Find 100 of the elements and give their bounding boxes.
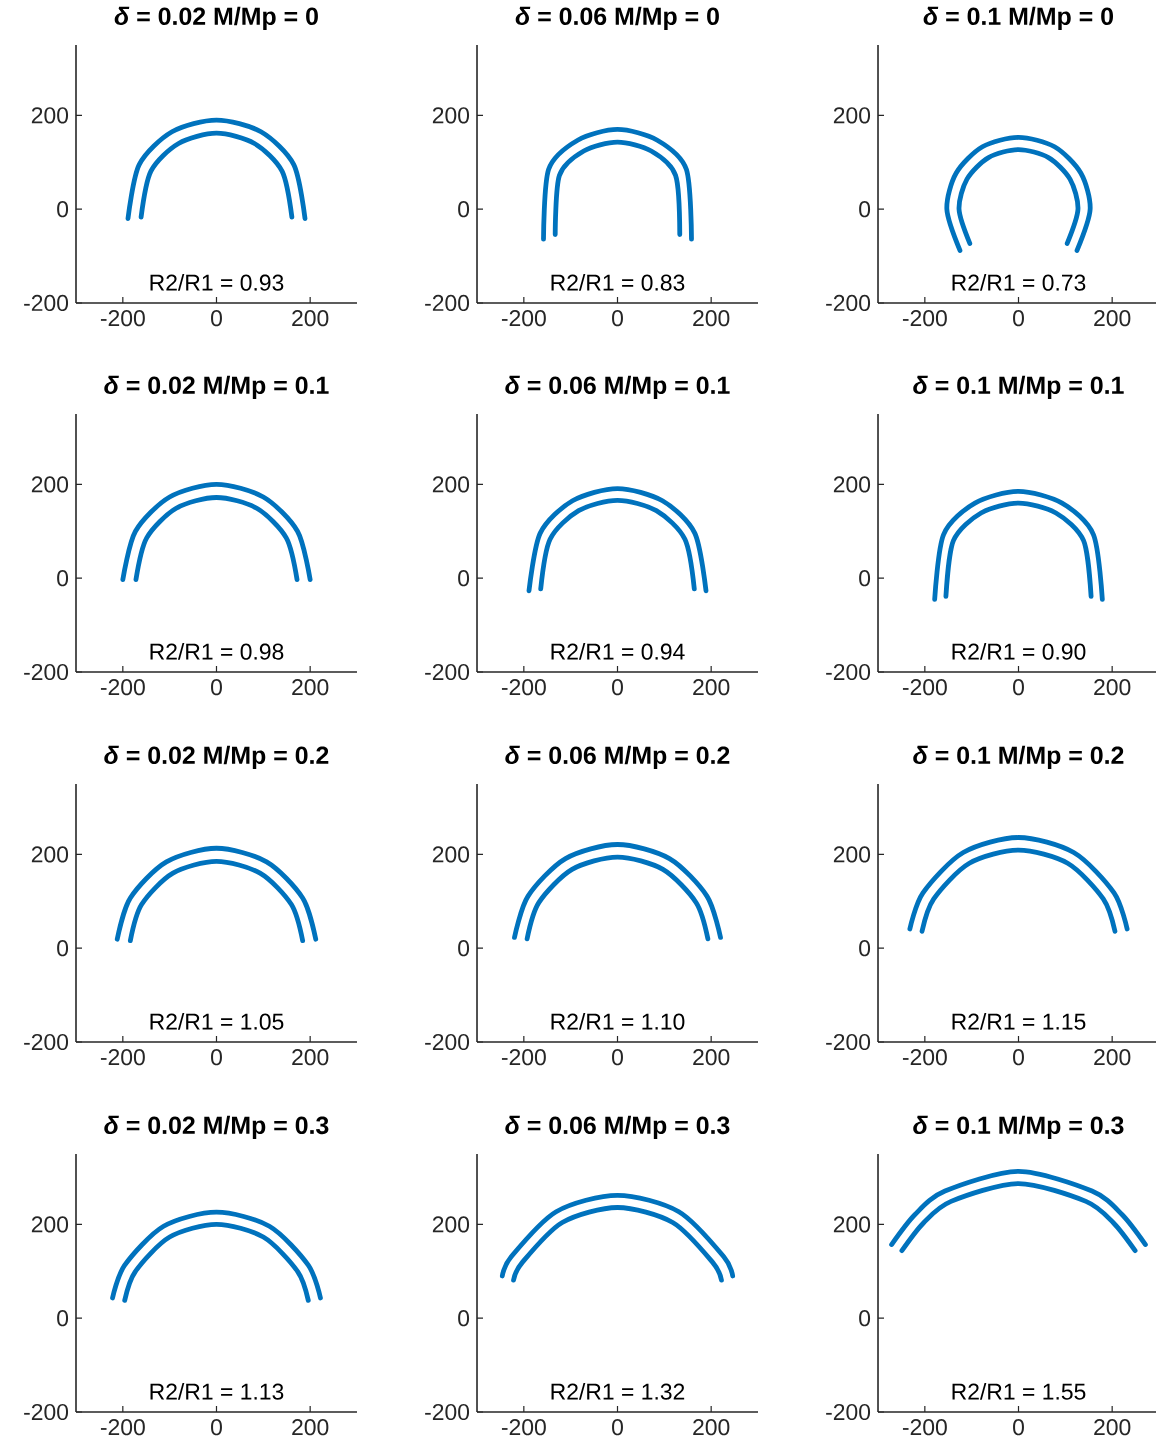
x-tick-label: 200 [693, 310, 730, 327]
line-series [120, 481, 313, 582]
x-tick-label: 0 [1013, 679, 1024, 696]
chart-title: δ = 0.06 M/Mp = 0 [515, 6, 719, 30]
y-tick-label: 200 [31, 846, 69, 863]
annotation: R2/R1 = 0.73 [952, 273, 1086, 291]
y-tick-label: 200 [31, 476, 69, 493]
y-tick-label: 0 [859, 1310, 871, 1327]
line-series [919, 847, 1118, 934]
chart-title: δ = 0.06 M/Mp = 0.1 [505, 375, 730, 399]
x-tick-label: -200 [501, 1049, 546, 1066]
x-tick-label: 200 [693, 679, 730, 696]
x-tick-label: -200 [501, 1419, 546, 1436]
y-tick-label: 200 [432, 476, 470, 493]
y-tick-label: -200 [425, 294, 470, 312]
annotation: R2/R1 = 1.13 [150, 1382, 284, 1400]
line-series [552, 139, 683, 237]
x-tick-label: 0 [1013, 1049, 1024, 1066]
line-series [114, 845, 319, 942]
x-tick-label: 0 [211, 679, 222, 696]
annotation: R2/R1 = 1.55 [952, 1382, 1086, 1400]
annotation: R2/R1 = 0.93 [150, 273, 284, 291]
line-series [110, 1209, 323, 1301]
line-series [133, 495, 300, 582]
annotation: R2/R1 = 0.98 [150, 642, 284, 660]
chart-title: δ = 0.1 M/Mp = 0 [923, 6, 1114, 30]
y-tick-label: -200 [826, 294, 871, 312]
y-tick-label: -200 [24, 1403, 69, 1421]
x-tick-label: 200 [1094, 1049, 1131, 1066]
x-tick-label: -200 [501, 310, 546, 327]
line-series [122, 1221, 311, 1303]
line-series [127, 859, 306, 944]
line-series [511, 1205, 724, 1283]
chart-title: δ = 0.1 M/Mp = 0.2 [913, 745, 1124, 769]
line-series [526, 486, 709, 594]
x-tick-label: 0 [211, 1419, 222, 1436]
x-tick-label: 0 [1013, 310, 1024, 327]
chart-title: δ = 0.02 M/Mp = 0.1 [104, 375, 329, 399]
y-tick-label: 0 [57, 201, 69, 218]
annotation: R2/R1 = 0.90 [952, 642, 1086, 660]
y-tick-label: 200 [31, 1216, 69, 1233]
y-tick-label: -200 [24, 663, 69, 681]
y-tick-label: 0 [458, 570, 470, 587]
y-tick-label: 200 [833, 846, 871, 863]
x-tick-label: 0 [612, 1419, 623, 1436]
x-tick-label: -200 [100, 679, 145, 696]
line-series [932, 489, 1105, 602]
annotation: R2/R1 = 0.94 [551, 642, 685, 660]
line-series [899, 1181, 1138, 1254]
y-tick-label: -200 [24, 1033, 69, 1051]
x-tick-label: 200 [693, 1419, 730, 1436]
y-tick-label: -200 [425, 1033, 470, 1051]
annotation: R2/R1 = 0.83 [551, 273, 685, 291]
y-tick-label: -200 [826, 1033, 871, 1051]
line-series [943, 500, 1094, 599]
annotation: R2/R1 = 1.15 [952, 1012, 1086, 1030]
x-tick-label: 0 [612, 679, 623, 696]
x-tick-label: 200 [292, 1049, 329, 1066]
chart-title: δ = 0.1 M/Mp = 0.3 [913, 1115, 1124, 1139]
y-tick-label: 0 [57, 940, 69, 957]
x-tick-label: -200 [902, 1419, 947, 1436]
x-tick-label: -200 [100, 1419, 145, 1436]
y-tick-label: 0 [859, 570, 871, 587]
y-tick-label: -200 [24, 294, 69, 312]
x-tick-label: 200 [1094, 679, 1131, 696]
y-tick-label: -200 [425, 1403, 470, 1421]
line-series [541, 127, 694, 242]
line-series [538, 497, 697, 592]
x-tick-label: 0 [612, 310, 623, 327]
annotation: R2/R1 = 1.10 [551, 1012, 685, 1030]
line-series [499, 1192, 736, 1279]
x-tick-label: 200 [292, 679, 329, 696]
y-tick-label: -200 [826, 663, 871, 681]
chart-title: δ = 0.06 M/Mp = 0.2 [505, 745, 730, 769]
x-tick-label: 200 [292, 310, 329, 327]
x-tick-label: -200 [501, 679, 546, 696]
annotation: R2/R1 = 1.32 [551, 1382, 685, 1400]
x-tick-label: 200 [693, 1049, 730, 1066]
x-tick-label: 200 [1094, 310, 1131, 327]
chart-title: δ = 0.02 M/Mp = 0.2 [104, 745, 329, 769]
chart-title: δ = 0.1 M/Mp = 0.1 [913, 375, 1124, 399]
y-tick-label: -200 [425, 663, 470, 681]
y-tick-label: 200 [833, 107, 871, 124]
y-tick-label: 200 [31, 107, 69, 124]
x-tick-label: 200 [1094, 1419, 1131, 1436]
chart-title: δ = 0.02 M/Mp = 0 [114, 6, 318, 30]
x-tick-label: 0 [1013, 1419, 1024, 1436]
x-tick-label: 0 [612, 1049, 623, 1066]
line-series [138, 130, 295, 220]
line-series [524, 854, 711, 942]
y-tick-label: 0 [458, 201, 470, 218]
y-tick-label: -200 [826, 1403, 871, 1421]
line-series [956, 147, 1081, 246]
line-series [907, 835, 1130, 932]
x-tick-label: -200 [100, 310, 145, 327]
x-tick-label: -200 [100, 1049, 145, 1066]
x-tick-label: -200 [902, 1049, 947, 1066]
chart-title: δ = 0.02 M/Mp = 0.3 [104, 1115, 329, 1139]
y-tick-label: 0 [57, 570, 69, 587]
y-tick-label: 0 [458, 1310, 470, 1327]
